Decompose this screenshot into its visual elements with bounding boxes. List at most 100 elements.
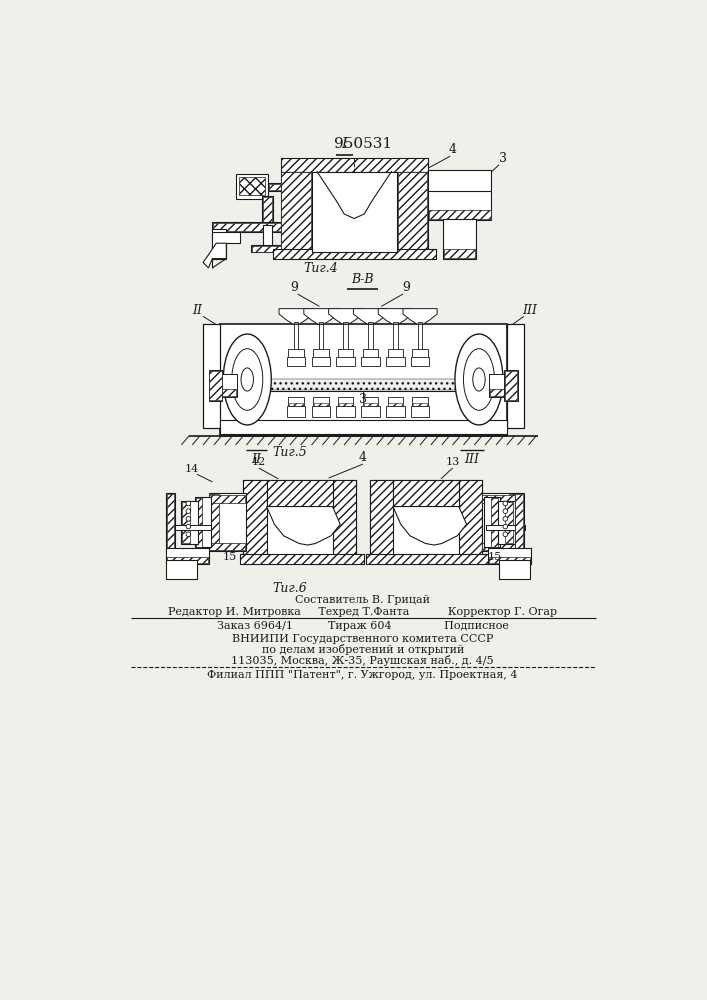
Bar	[499, 560, 530, 579]
Text: 12: 12	[252, 457, 266, 467]
Bar	[339, 403, 353, 407]
Text: ВНИИПИ Государственного комитета СССР: ВНИИПИ Государственного комитета СССР	[232, 634, 493, 644]
Text: Филиал ППП "Патент", г. Ужгород, ул. Проектная, 4: Филиал ППП "Патент", г. Ужгород, ул. Про…	[207, 670, 518, 680]
Bar	[313, 397, 329, 408]
Bar	[498, 501, 515, 544]
Ellipse shape	[455, 334, 503, 425]
Bar	[312, 406, 330, 417]
Bar	[263, 225, 272, 247]
Text: Заказ 6964/1          Тираж 604               Подписное: Заказ 6964/1 Тираж 604 Подписное	[217, 621, 508, 631]
Bar	[209, 495, 245, 503]
Text: III: III	[464, 453, 479, 466]
Bar	[195, 497, 211, 547]
Bar	[444, 249, 475, 258]
Circle shape	[503, 501, 508, 506]
Bar	[386, 357, 404, 366]
Bar	[509, 494, 518, 550]
Text: Τиг.6: Τиг.6	[272, 582, 308, 595]
Text: 113035, Москва, Ж-35, Раушская наб., д. 4/5: 113035, Москва, Ж-35, Раушская наб., д. …	[231, 655, 494, 666]
Text: 13: 13	[445, 457, 460, 467]
Circle shape	[186, 524, 191, 529]
Bar	[397, 172, 428, 252]
Bar	[337, 406, 355, 417]
Bar	[220, 374, 237, 397]
Text: Τиг.5: Τиг.5	[272, 446, 308, 459]
Bar	[281, 158, 428, 172]
Bar	[221, 379, 506, 390]
Bar	[182, 502, 190, 543]
Polygon shape	[393, 507, 467, 545]
Bar	[313, 349, 329, 359]
Bar	[312, 357, 330, 366]
Bar	[413, 403, 427, 407]
Polygon shape	[329, 309, 363, 324]
Polygon shape	[267, 507, 340, 545]
Bar	[288, 397, 304, 408]
Bar	[240, 554, 363, 564]
Bar	[489, 557, 530, 563]
Bar	[361, 357, 380, 366]
Bar	[332, 480, 356, 557]
Text: 4: 4	[449, 143, 457, 156]
Bar	[491, 498, 498, 547]
Circle shape	[186, 509, 191, 513]
Bar	[203, 324, 220, 428]
Text: Редактор И. Митровка     Техред Т.Фанта           Корректор Г. Огар: Редактор И. Митровка Техред Т.Фанта Корр…	[168, 607, 557, 617]
Bar	[418, 322, 422, 351]
Text: 9: 9	[290, 281, 298, 294]
Bar	[288, 349, 304, 359]
Bar	[240, 554, 363, 564]
Bar	[312, 172, 397, 252]
Ellipse shape	[223, 334, 271, 425]
Text: 14: 14	[185, 464, 199, 474]
Bar	[167, 494, 175, 550]
Bar	[363, 349, 378, 359]
Bar	[411, 357, 429, 366]
Polygon shape	[378, 309, 412, 324]
Text: III: III	[522, 304, 537, 317]
Bar	[243, 480, 267, 557]
Bar	[507, 324, 524, 428]
Text: Τиг.4: Τиг.4	[303, 262, 338, 275]
Bar	[506, 502, 513, 543]
Bar	[482, 495, 518, 503]
Text: 15: 15	[223, 552, 238, 562]
Bar	[287, 357, 305, 366]
Polygon shape	[279, 309, 313, 324]
Bar	[344, 322, 348, 351]
Bar	[281, 158, 428, 172]
Bar	[361, 406, 380, 417]
Bar	[212, 222, 282, 232]
Bar	[221, 389, 236, 396]
Bar	[172, 525, 211, 530]
Bar	[393, 480, 459, 507]
Bar	[220, 324, 507, 436]
Bar	[366, 554, 490, 564]
Bar	[337, 357, 355, 366]
Bar	[363, 403, 378, 407]
Bar	[166, 548, 209, 564]
Text: 15: 15	[488, 552, 503, 562]
Bar	[412, 349, 428, 359]
Bar	[428, 170, 491, 185]
Bar	[314, 403, 328, 407]
Circle shape	[186, 517, 191, 521]
Text: 4: 4	[358, 451, 367, 464]
Bar	[281, 172, 312, 252]
Polygon shape	[354, 309, 387, 324]
Bar	[251, 245, 284, 252]
Text: 3: 3	[358, 393, 367, 406]
Bar	[209, 543, 245, 550]
Text: 3: 3	[499, 152, 507, 165]
Circle shape	[503, 509, 508, 513]
Bar	[515, 494, 523, 550]
Text: 950531: 950531	[334, 137, 392, 151]
Bar	[289, 403, 303, 407]
Circle shape	[503, 532, 508, 537]
Bar	[370, 480, 393, 557]
Bar	[239, 177, 265, 195]
Bar	[505, 371, 517, 400]
Bar	[459, 480, 482, 557]
Bar	[443, 219, 476, 259]
Text: II: II	[192, 304, 202, 317]
